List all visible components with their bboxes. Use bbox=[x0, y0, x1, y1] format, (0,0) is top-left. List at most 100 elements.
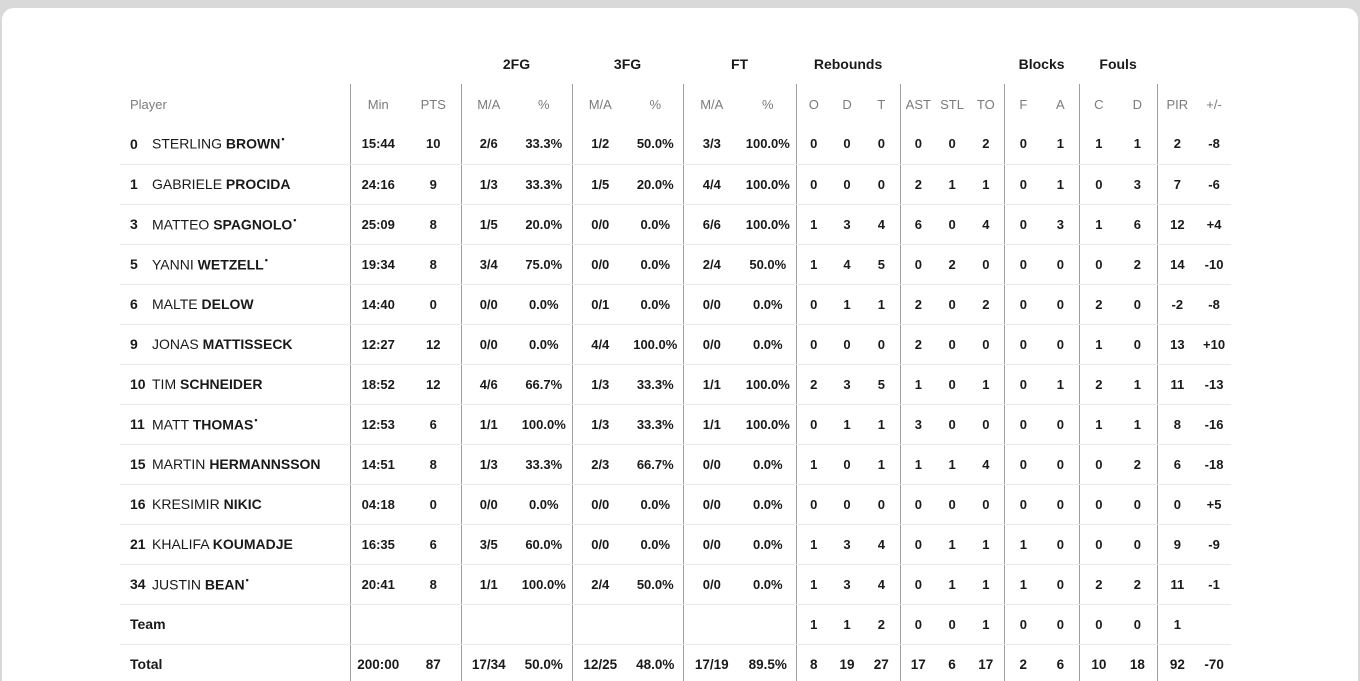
cell-min: 25:09 bbox=[349, 204, 406, 245]
player-first-name: KRESIMIR bbox=[152, 496, 224, 512]
cell-3fg-pct: 50.0% bbox=[628, 124, 684, 165]
cell-3fg-ma: 1/3 bbox=[571, 404, 629, 445]
cell-3fg-ma: 0/0 bbox=[571, 244, 629, 285]
cell-3fg-ma: 1/5 bbox=[571, 164, 629, 205]
cell-pir: 14 bbox=[1156, 244, 1198, 285]
cell-stl: 0 bbox=[936, 324, 969, 365]
column-header-player: Player bbox=[130, 96, 167, 112]
player-first-name: MATTEO bbox=[152, 216, 214, 233]
cell-2fg-ma bbox=[460, 604, 516, 645]
player-cell: 1 GABRIELE PROCIDA bbox=[120, 164, 350, 205]
cell-to: 0 bbox=[968, 404, 1005, 445]
cell-pts: 9 bbox=[406, 164, 461, 205]
cell-pir: 0 bbox=[1156, 484, 1198, 525]
cell-reb-o: 2 bbox=[795, 364, 832, 405]
cell-block-f: 0 bbox=[1003, 404, 1043, 445]
cell-to: 17 bbox=[978, 656, 994, 672]
player-last-name: SPAGNOLO bbox=[213, 216, 293, 233]
player-last-name: Team bbox=[130, 616, 166, 632]
cell-2fg-ma: 0/0 bbox=[460, 284, 516, 325]
cell-min: 19:34 bbox=[349, 244, 406, 285]
cell-reb-t: 5 bbox=[863, 364, 901, 405]
cell-ft-ma bbox=[682, 604, 741, 645]
cell-ft-pct: 0.0% bbox=[740, 564, 797, 605]
cell-ast: 0 bbox=[899, 484, 937, 525]
cell-block-f: 1 bbox=[1003, 564, 1043, 605]
cell-stl: 0 bbox=[936, 484, 969, 525]
cell-3fg-ma: 12/25 bbox=[571, 644, 629, 681]
group-header-rebounds: Rebounds bbox=[813, 56, 883, 72]
cell-2fg-pct: 66.7% bbox=[516, 364, 573, 405]
cell-ft-pct: 0.0% bbox=[740, 524, 797, 565]
cell-ast: 0 bbox=[899, 604, 937, 645]
player-first-name: MALTE bbox=[152, 296, 202, 312]
cell-block-f: 0 bbox=[1003, 444, 1043, 485]
cell-3fg-ma: 4/4 bbox=[571, 324, 629, 365]
cell-pts bbox=[406, 604, 461, 645]
cell-foul-c: 0 bbox=[1078, 524, 1119, 565]
cell-pts: 12 bbox=[406, 364, 461, 405]
cell-2fg-ma: 1/3 bbox=[460, 444, 516, 485]
starter-marker-icon: • bbox=[254, 414, 258, 425]
cell-ft-pct: 0.0% bbox=[740, 484, 797, 525]
cell-foul-c: 0 bbox=[1078, 164, 1119, 205]
cell-plusminus: -8 bbox=[1197, 284, 1232, 325]
cell-3fg-pct: 50.0% bbox=[628, 564, 684, 605]
cell-ast: 0 bbox=[899, 244, 937, 285]
player-first-name: JUSTIN bbox=[152, 576, 205, 593]
player-first-name: STERLING bbox=[152, 136, 226, 153]
cell-ft-pct: 0.0% bbox=[740, 324, 797, 365]
cell-block-f: 0 bbox=[1003, 284, 1043, 325]
cell-foul-c: 0 bbox=[1078, 244, 1119, 285]
cell-reb-d: 3 bbox=[831, 524, 864, 565]
box-score-card: 2FG 3FG FT Rebounds Blocks Fouls Player … bbox=[2, 8, 1358, 681]
cell-block-a: 1 bbox=[1042, 364, 1080, 405]
column-header-min: Min bbox=[349, 84, 406, 124]
cell-pts: 8 bbox=[406, 204, 461, 245]
cell-plusminus: +10 bbox=[1197, 324, 1232, 365]
cell-pts: 0 bbox=[406, 484, 461, 525]
column-header-plusminus: +/- bbox=[1206, 96, 1222, 112]
cell-reb-d: 0 bbox=[831, 484, 864, 525]
cell-ast: 0 bbox=[899, 124, 937, 165]
cell-block-a: 0 bbox=[1042, 564, 1080, 605]
cell-ft-ma: 4/4 bbox=[682, 164, 741, 205]
cell-foul-d: 0 bbox=[1118, 524, 1158, 565]
cell-3fg-pct: 0.0% bbox=[628, 524, 684, 565]
starter-marker-icon: • bbox=[281, 134, 285, 145]
column-header-to: TO bbox=[976, 96, 995, 112]
cell-2fg-pct: 20.0% bbox=[516, 204, 573, 245]
cell-ft-ma: 0/0 bbox=[682, 564, 741, 605]
cell-to: 1 bbox=[968, 524, 1005, 565]
player-number: 6 bbox=[130, 296, 138, 312]
player-last-name: NIKIC bbox=[223, 496, 262, 512]
cell-reb-t: 1 bbox=[863, 404, 901, 445]
group-header-2fg: 2FG bbox=[502, 56, 531, 72]
cell-foul-d: 0 bbox=[1118, 604, 1158, 645]
player-first-name: KHALIFA bbox=[152, 536, 213, 552]
cell-reb-d: 19 bbox=[839, 656, 855, 672]
cell-2fg-pct: 100.0% bbox=[516, 404, 573, 445]
cell-reb-d: 3 bbox=[831, 564, 864, 605]
cell-ast: 2 bbox=[899, 164, 937, 205]
cell-3fg-pct bbox=[628, 604, 684, 645]
cell-ft-pct: 100.0% bbox=[740, 404, 797, 445]
player-cell: 0 STERLING BROWN• bbox=[120, 124, 350, 165]
column-header-ft-ma: M/A bbox=[682, 84, 741, 124]
cell-foul-d: 0 bbox=[1118, 324, 1158, 365]
cell-reb-o: 0 bbox=[795, 404, 832, 445]
cell-3fg-pct: 0.0% bbox=[628, 484, 684, 525]
cell-reb-d: 3 bbox=[831, 364, 864, 405]
column-header-fouls-c: C bbox=[1078, 84, 1119, 124]
cell-ft-pct: 89.5% bbox=[748, 656, 787, 672]
column-header-blocks-f: F bbox=[1003, 84, 1043, 124]
cell-stl: 2 bbox=[936, 244, 969, 285]
cell-ft-pct: 100.0% bbox=[740, 124, 797, 165]
cell-pir: 92 bbox=[1156, 644, 1198, 681]
cell-block-f: 0 bbox=[1003, 124, 1043, 165]
cell-foul-d: 1 bbox=[1118, 364, 1158, 405]
cell-block-a: 0 bbox=[1042, 444, 1080, 485]
cell-min: 14:40 bbox=[349, 284, 406, 325]
cell-plusminus: +4 bbox=[1197, 204, 1232, 245]
cell-3fg-pct: 33.3% bbox=[628, 404, 684, 445]
